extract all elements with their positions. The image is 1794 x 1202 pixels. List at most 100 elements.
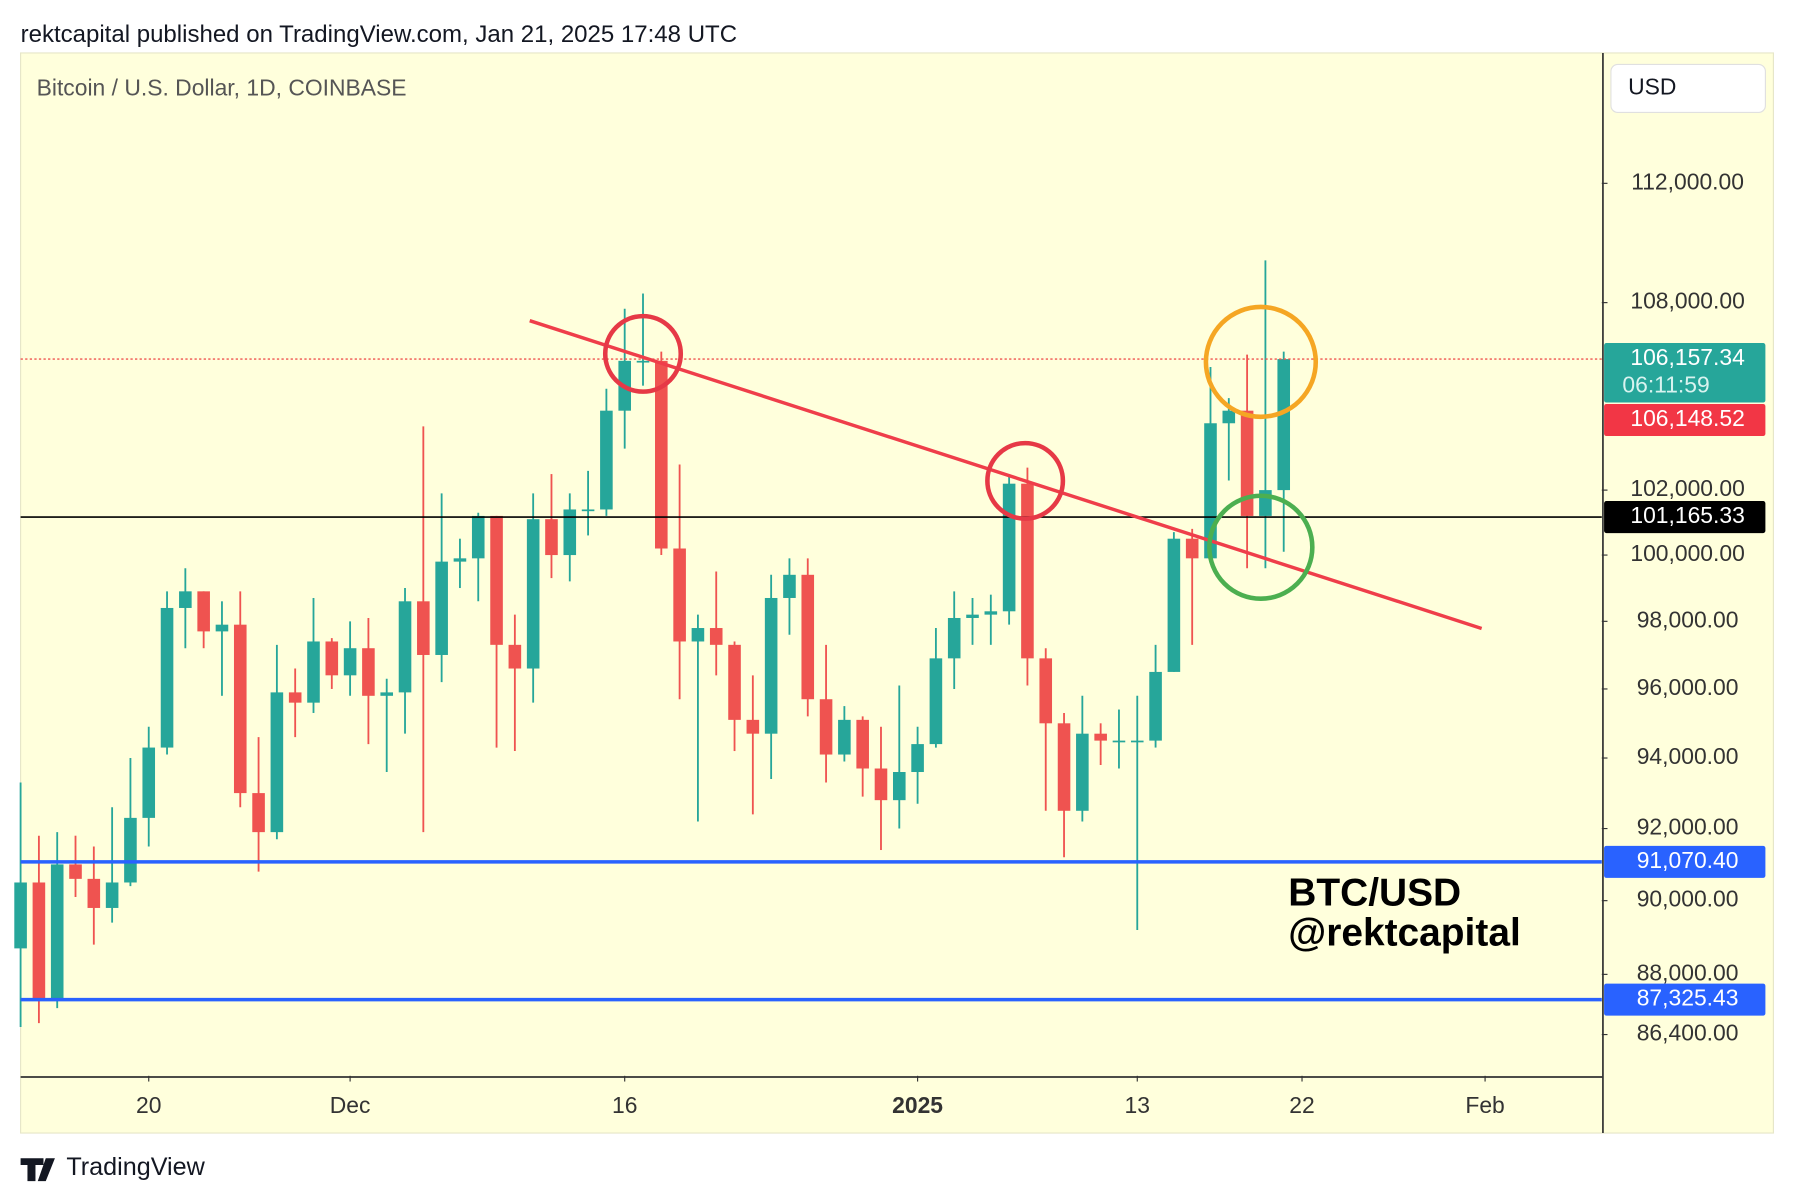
candle-body [728, 644, 741, 720]
candle-body [87, 878, 101, 908]
candle-body [435, 561, 448, 655]
highlight-circle [1203, 304, 1319, 420]
candle-body [69, 864, 82, 879]
highlight-circle [602, 313, 684, 394]
candle-body [1002, 483, 1016, 612]
candle-body [50, 864, 64, 1001]
level-label: 106,157.34 [1630, 344, 1745, 370]
x-tick-label: 16 [612, 1092, 637, 1118]
level-label-box [1604, 501, 1766, 534]
candle-body [819, 699, 833, 755]
logo [20, 1158, 55, 1182]
currency-button[interactable] [1610, 63, 1766, 114]
candle-body [746, 719, 760, 734]
candle-body [764, 597, 778, 734]
candle-body [14, 882, 27, 949]
candle-body [655, 360, 668, 549]
x-tick-label: 2025 [892, 1092, 943, 1118]
candle-body [32, 882, 46, 1001]
candle-body [142, 747, 156, 818]
candle-body [526, 519, 540, 669]
x-tick-label: 20 [136, 1092, 161, 1118]
candle-body [490, 515, 503, 645]
annotation: @rektcapital [1288, 911, 1520, 954]
candle-body [545, 519, 558, 556]
candle-body [1094, 733, 1107, 741]
candle-body [325, 641, 339, 676]
candle-body [179, 591, 192, 608]
candle-body [1057, 723, 1071, 811]
candle-body [233, 624, 247, 794]
level-label: 101,165.33 [1630, 502, 1745, 528]
candle-body [270, 692, 284, 833]
candle-body [471, 515, 485, 559]
candle-body [892, 772, 906, 801]
candle-body [197, 591, 210, 632]
previous-close-box [1604, 403, 1766, 436]
candle-body [124, 817, 137, 883]
level-label-box [1604, 983, 1766, 1016]
y-tick-label: 112,000.00 [1631, 168, 1744, 194]
countdown: 06:11:59 [1622, 372, 1709, 398]
candle-body [1130, 740, 1144, 743]
footer-brand: TradingView [66, 1153, 205, 1181]
candle-body [105, 882, 119, 908]
x-tick-label: 22 [1289, 1092, 1314, 1118]
candle-body [838, 719, 851, 755]
candle-body [343, 648, 357, 676]
candle-body [1167, 538, 1181, 672]
highlight-circle [1207, 493, 1315, 602]
y-tick-label: 102,000.00 [1630, 475, 1745, 501]
candle-body [362, 648, 375, 696]
candle-body [380, 692, 394, 696]
candle-body [984, 611, 998, 615]
y-tick-label: 90,000.00 [1637, 886, 1739, 912]
candle-body [856, 719, 869, 769]
trendline [529, 319, 1483, 631]
y-tick-label: 98,000.00 [1637, 606, 1739, 632]
candle-body [709, 628, 723, 645]
previous-close-label: 106,148.52 [1630, 405, 1745, 431]
candle-body [691, 628, 705, 642]
candle-body [160, 607, 174, 748]
candle-body [801, 574, 815, 700]
candle-body [563, 509, 577, 556]
level-label-box [1604, 845, 1766, 878]
x-tick-label: Dec [330, 1092, 371, 1118]
candle-body [508, 644, 522, 669]
y-tick-label: 96,000.00 [1637, 674, 1739, 700]
candle-body [252, 793, 265, 833]
y-tick-label: 108,000.00 [1630, 288, 1745, 314]
candle-body [947, 617, 961, 659]
publish-header: rektcapital published on TradingView.com… [21, 21, 737, 48]
level-label-box [1604, 343, 1766, 403]
candle-body [215, 624, 229, 632]
candle-body [1149, 671, 1162, 741]
plot: 86,400.00 88,000.00 90,000.00 92,000.00 94,0… [14, 168, 1766, 1118]
y-tick-label: 88,000.00 [1637, 959, 1739, 985]
x-tick-label: 13 [1125, 1092, 1150, 1118]
candle-body [1076, 733, 1089, 811]
candle-body [1277, 359, 1291, 491]
candle-body [874, 768, 888, 801]
candle-body [1240, 410, 1254, 516]
y-tick-label: 92,000.00 [1637, 814, 1739, 840]
x-tick-label: Feb [1465, 1092, 1504, 1118]
chart-background [20, 52, 1774, 1134]
candle-body [636, 360, 650, 363]
symbol-title: Bitcoin / U.S. Dollar, 1D, COINBASE [37, 75, 407, 101]
y-tick-label: 100,000.00 [1630, 540, 1745, 566]
level-label: 87,325.43 [1637, 985, 1739, 1011]
candle-body [966, 614, 979, 618]
candle-body [783, 574, 796, 598]
candle-body [673, 548, 686, 642]
candle-body [600, 410, 613, 510]
candle-body [1112, 740, 1126, 743]
candle-body [1021, 483, 1034, 659]
candle-body [911, 744, 924, 773]
candle-body [1222, 410, 1236, 424]
currency-label: USD [1628, 73, 1676, 99]
candle-body [417, 601, 430, 655]
